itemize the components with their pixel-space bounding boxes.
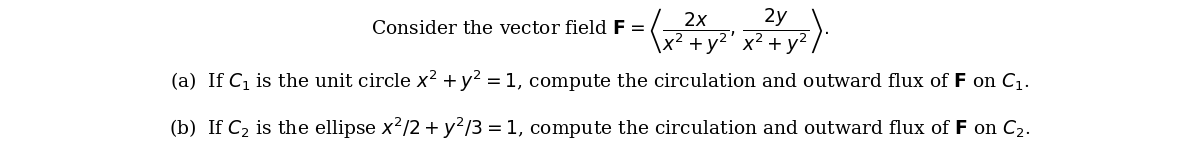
Text: (a)  If $C_1$ is the unit circle $x^2 + y^2 = 1$, compute the circulation and ou: (a) If $C_1$ is the unit circle $x^2 + y… xyxy=(170,68,1030,94)
Text: Consider the vector field $\mathbf{F} = \left\langle \dfrac{2x}{x^2+y^2},\, \dfr: Consider the vector field $\mathbf{F} = … xyxy=(371,6,829,56)
Text: (b)  If $C_2$ is the ellipse $x^2/2 + y^2/3 = 1$, compute the circulation and ou: (b) If $C_2$ is the ellipse $x^2/2 + y^2… xyxy=(169,116,1031,141)
